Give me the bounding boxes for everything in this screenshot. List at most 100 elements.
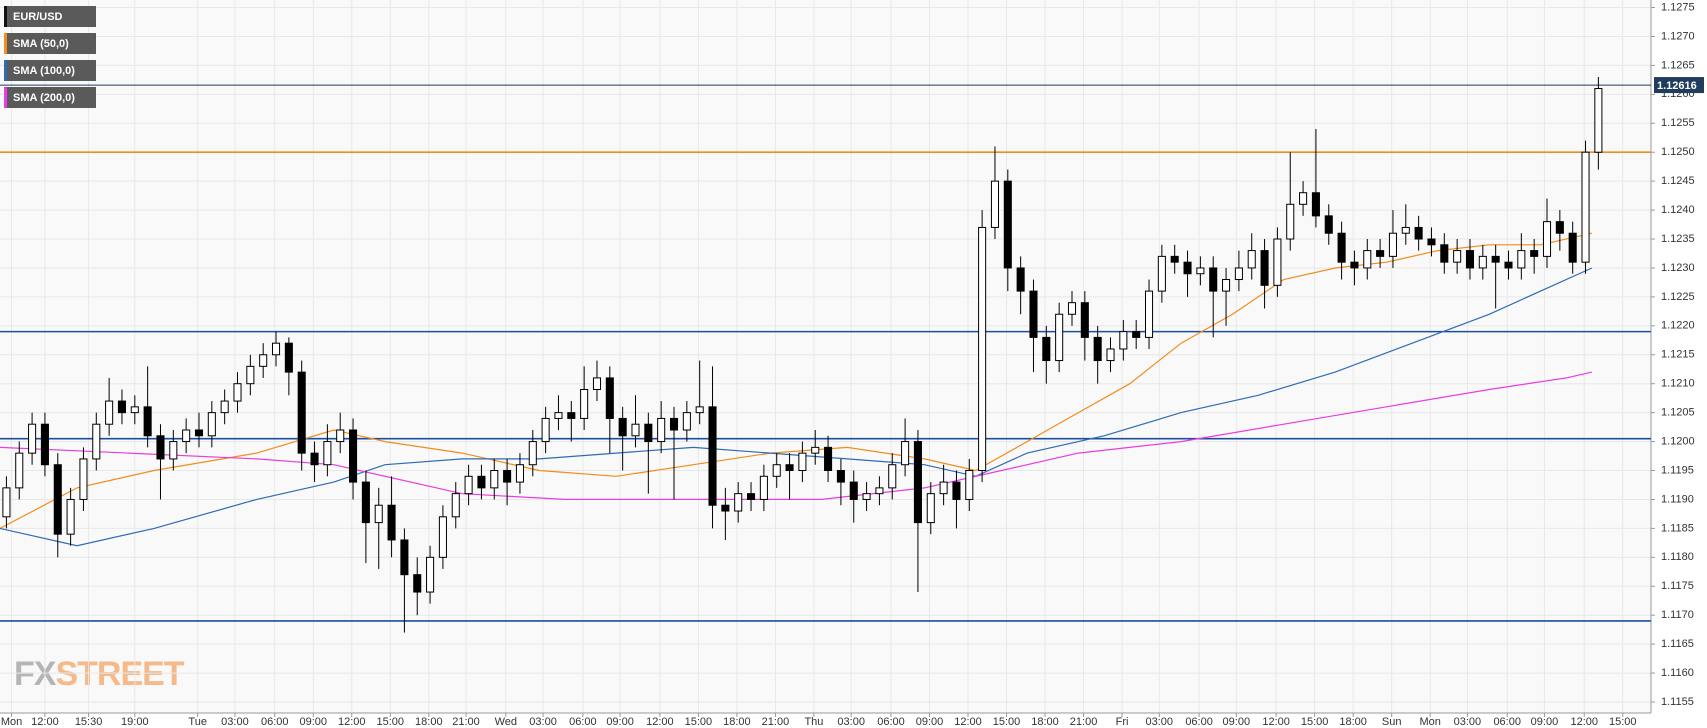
candle-body (1337, 232, 1346, 263)
candle-body (541, 417, 550, 443)
x-tick-label: 15:00 (685, 716, 713, 728)
candle-body (657, 417, 666, 443)
y-tick-label: 1.1185 (1661, 522, 1694, 534)
candle-body (105, 400, 114, 425)
candle-body (747, 493, 756, 500)
candle-body (1055, 313, 1064, 362)
x-tick-label: 06:00 (1493, 716, 1521, 728)
y-tick-label: 1.1270 (1661, 30, 1695, 42)
x-tick-label: 21:00 (452, 716, 480, 728)
x-tick-label: 15:00 (993, 716, 1021, 728)
y-tick-label: 1.1195 (1661, 464, 1694, 476)
x-tick-label: 12:00 (646, 716, 674, 728)
watermark-fx: FX (14, 655, 57, 693)
candle-body (567, 412, 576, 419)
candle-body (926, 493, 935, 524)
x-tick-label: 03:00 (1146, 716, 1174, 728)
candle-body (323, 441, 332, 466)
x-tick-label: 21:00 (1070, 716, 1098, 728)
candle-body (580, 388, 589, 419)
candle-body (1542, 221, 1552, 257)
candle-body (1530, 250, 1539, 257)
candle-body (836, 470, 845, 483)
candle-body (169, 441, 178, 460)
candle-body (1222, 279, 1231, 292)
candle-body (644, 423, 653, 443)
candle-body (1311, 192, 1320, 217)
y-tick-label: 1.1210 (1661, 378, 1695, 390)
x-tick-label: 15:00 (1301, 716, 1329, 728)
candle-body (1388, 232, 1397, 257)
candle-body (1132, 331, 1141, 338)
candle-body (207, 412, 216, 437)
candle-body (1568, 232, 1577, 263)
x-tick-label: 18:00 (415, 716, 443, 728)
x-tick-label: Mon (1419, 716, 1440, 728)
candle-body (1093, 336, 1102, 362)
candle-body (901, 441, 910, 466)
legend-label: EUR/USD (13, 11, 63, 23)
candle-body (451, 493, 460, 518)
x-tick-label: 12:00 (1262, 716, 1290, 728)
candle-body (759, 475, 768, 500)
y-tick-label: 1.1200 (1661, 435, 1695, 447)
x-tick-label: 15:00 (1609, 716, 1637, 728)
candle-body (1299, 192, 1308, 205)
candle-body (965, 470, 974, 500)
candle-body (721, 504, 730, 512)
candle-body (515, 464, 524, 483)
x-tick-label: 18:00 (1031, 716, 1059, 728)
candle-body (310, 452, 319, 466)
candle-body (400, 539, 409, 576)
price-tag (1654, 77, 1704, 94)
candle-body (798, 452, 807, 472)
candle-body (361, 481, 370, 524)
y-tick-label: 1.1170 (1661, 609, 1694, 621)
x-tick-label: 06:00 (877, 716, 905, 728)
candle-body (194, 429, 204, 437)
x-tick-label: Mon (1, 716, 22, 728)
candle-body (528, 441, 537, 466)
candle-body (849, 481, 858, 500)
candle-body (1517, 250, 1526, 269)
candle-body (734, 493, 743, 512)
y-tick-label: 1.1205 (1661, 407, 1695, 419)
x-tick-label: 12:00 (31, 716, 59, 728)
candle-body (233, 383, 242, 402)
candle-body (53, 464, 62, 535)
candle-body (1016, 267, 1025, 292)
candle-body (374, 504, 383, 524)
x-tick-label: 15:30 (75, 716, 103, 728)
candle-body (40, 423, 49, 466)
legend-item: SMA (50,0) (4, 33, 96, 54)
candle-body (682, 412, 691, 431)
x-tick-label: Sun (1382, 716, 1402, 728)
candle-body (1478, 255, 1487, 269)
candle-body (1286, 203, 1295, 240)
candle-body (387, 504, 396, 541)
candle-body (1080, 302, 1089, 338)
x-tick-label: 18:00 (1339, 716, 1367, 728)
x-tick-label: Fri (1116, 716, 1129, 728)
x-tick-label: 12:00 (954, 716, 982, 728)
candle-body (605, 377, 614, 419)
x-tick-label: 03:00 (837, 716, 865, 728)
candle-body (66, 498, 75, 535)
candle-body (1209, 267, 1218, 292)
legend-label: SMA (200,0) (13, 92, 75, 104)
candle-body (297, 371, 306, 454)
legend-swatch (4, 33, 7, 54)
x-tick-label: 06:00 (569, 716, 597, 728)
legend-item: SMA (100,0) (4, 60, 96, 81)
candle-body (477, 475, 486, 489)
candle-body (1350, 261, 1359, 269)
x-tick-label: 09:00 (1223, 716, 1251, 728)
candle-body (875, 487, 884, 495)
candle-body (618, 417, 627, 437)
candle-body (990, 180, 999, 228)
x-tick-label: 09:00 (1531, 716, 1559, 728)
candle-body (1260, 250, 1269, 286)
candle-body (554, 412, 563, 419)
candle-body (1003, 180, 1012, 269)
